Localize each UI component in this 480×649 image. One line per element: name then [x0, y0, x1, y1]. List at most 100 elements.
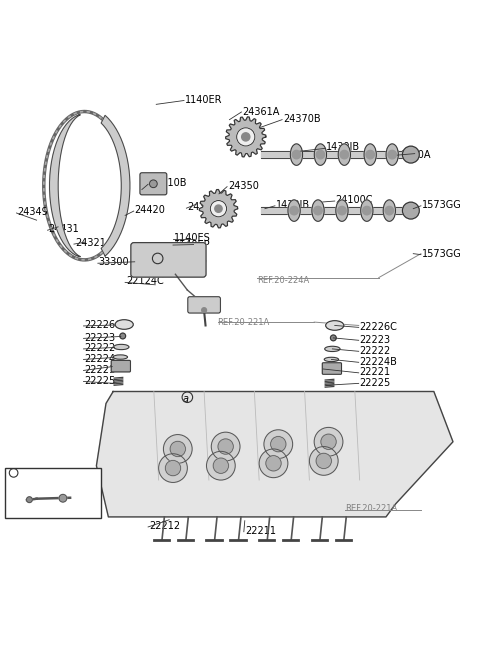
Polygon shape	[199, 190, 238, 228]
Ellipse shape	[360, 200, 373, 221]
Text: 24100C: 24100C	[336, 195, 373, 205]
Circle shape	[362, 206, 371, 215]
Circle shape	[316, 151, 324, 159]
Text: 22221: 22221	[84, 365, 116, 375]
Circle shape	[366, 151, 374, 159]
Circle shape	[340, 151, 348, 159]
Text: 22224: 22224	[84, 354, 116, 364]
Text: 22212: 22212	[149, 522, 180, 532]
Text: 22222: 22222	[360, 346, 391, 356]
Circle shape	[237, 128, 255, 146]
Text: 1573GG: 1573GG	[422, 200, 462, 210]
Ellipse shape	[324, 358, 338, 361]
Circle shape	[210, 201, 227, 217]
Text: 22225: 22225	[84, 376, 116, 386]
Text: 22222: 22222	[84, 343, 116, 354]
Ellipse shape	[114, 345, 129, 350]
Text: 1140ER: 1140ER	[185, 95, 222, 104]
Polygon shape	[101, 116, 130, 256]
Circle shape	[59, 495, 67, 502]
Text: 24355: 24355	[36, 508, 65, 517]
Circle shape	[385, 206, 394, 215]
Circle shape	[292, 151, 300, 159]
Text: 1573GG: 1573GG	[422, 249, 462, 259]
Ellipse shape	[386, 144, 398, 165]
Circle shape	[314, 206, 322, 215]
Ellipse shape	[113, 355, 128, 359]
Text: a: a	[200, 257, 206, 267]
FancyBboxPatch shape	[188, 297, 220, 313]
Text: 1140EJ: 1140EJ	[25, 489, 57, 498]
Text: 1140ES: 1140ES	[174, 234, 211, 243]
Text: 1430JB: 1430JB	[326, 142, 360, 153]
Text: 24349: 24349	[17, 207, 48, 217]
Text: a: a	[182, 394, 189, 404]
Circle shape	[321, 434, 336, 449]
Circle shape	[259, 449, 288, 478]
Circle shape	[213, 458, 228, 473]
Circle shape	[215, 205, 222, 212]
Circle shape	[120, 333, 126, 339]
Text: 24200A: 24200A	[393, 149, 431, 160]
Polygon shape	[96, 391, 453, 517]
Bar	[261, 207, 415, 214]
Text: 33300: 33300	[99, 257, 130, 267]
Circle shape	[271, 437, 286, 452]
Circle shape	[165, 460, 180, 476]
Circle shape	[26, 496, 32, 502]
FancyBboxPatch shape	[111, 360, 131, 372]
Bar	[261, 151, 415, 158]
FancyBboxPatch shape	[323, 363, 341, 374]
Text: 24350: 24350	[228, 180, 259, 191]
Ellipse shape	[364, 144, 376, 165]
Circle shape	[170, 441, 185, 457]
Text: 22226C: 22226C	[360, 322, 397, 332]
Circle shape	[402, 202, 420, 219]
Text: 22225: 22225	[360, 378, 391, 388]
Ellipse shape	[312, 200, 324, 221]
Text: 24361A: 24361A	[187, 202, 225, 212]
Ellipse shape	[290, 144, 302, 165]
Text: 22226C: 22226C	[84, 321, 122, 330]
Text: 22221: 22221	[360, 367, 391, 377]
Polygon shape	[49, 115, 80, 256]
Text: 24370B: 24370B	[283, 114, 321, 124]
Circle shape	[388, 151, 396, 159]
Text: 22223: 22223	[360, 335, 391, 345]
Circle shape	[150, 180, 157, 188]
Circle shape	[338, 206, 346, 215]
Ellipse shape	[383, 200, 396, 221]
Text: 22211: 22211	[245, 526, 276, 536]
Text: 22223: 22223	[84, 333, 116, 343]
Circle shape	[241, 133, 250, 141]
Circle shape	[316, 453, 331, 469]
Text: 1140EP: 1140EP	[174, 239, 211, 250]
Text: 24410B: 24410B	[149, 178, 187, 188]
Text: 24420: 24420	[135, 204, 166, 215]
Circle shape	[264, 430, 293, 458]
Ellipse shape	[338, 144, 350, 165]
Circle shape	[290, 206, 298, 215]
Circle shape	[202, 308, 206, 313]
Circle shape	[330, 335, 336, 341]
Circle shape	[163, 435, 192, 463]
Text: 24321: 24321	[75, 238, 106, 248]
Circle shape	[158, 454, 187, 482]
Text: 22224B: 22224B	[360, 357, 397, 367]
Text: REF.20-224A: REF.20-224A	[257, 276, 309, 285]
Circle shape	[266, 456, 281, 471]
FancyBboxPatch shape	[140, 173, 167, 195]
Ellipse shape	[324, 347, 340, 352]
Text: 24361A: 24361A	[242, 106, 280, 117]
Circle shape	[206, 451, 235, 480]
Ellipse shape	[325, 321, 344, 330]
Ellipse shape	[336, 200, 348, 221]
Ellipse shape	[314, 144, 326, 165]
FancyBboxPatch shape	[131, 243, 206, 277]
Circle shape	[218, 439, 233, 454]
Bar	[5, 468, 101, 519]
Polygon shape	[226, 117, 266, 157]
Text: REF.20-221A: REF.20-221A	[345, 504, 397, 513]
Ellipse shape	[115, 320, 133, 329]
Circle shape	[310, 447, 338, 475]
